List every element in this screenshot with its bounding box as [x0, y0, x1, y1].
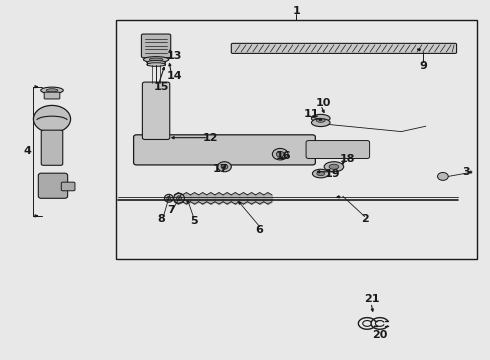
- FancyBboxPatch shape: [143, 82, 170, 139]
- Text: 2: 2: [361, 215, 368, 224]
- Text: 4: 4: [24, 146, 31, 156]
- FancyBboxPatch shape: [231, 43, 457, 53]
- Ellipse shape: [173, 193, 184, 203]
- Text: 6: 6: [256, 225, 264, 235]
- Text: 14: 14: [166, 71, 182, 81]
- Text: 18: 18: [340, 154, 355, 164]
- Ellipse shape: [176, 196, 181, 201]
- Circle shape: [33, 105, 71, 133]
- Bar: [116, 21, 477, 259]
- Ellipse shape: [313, 169, 329, 178]
- Ellipse shape: [317, 171, 325, 176]
- Ellipse shape: [149, 58, 163, 61]
- Ellipse shape: [144, 57, 169, 62]
- Ellipse shape: [329, 164, 339, 169]
- FancyBboxPatch shape: [142, 34, 171, 58]
- Ellipse shape: [312, 114, 330, 122]
- Ellipse shape: [164, 194, 173, 202]
- Text: 11: 11: [303, 109, 318, 119]
- Text: 9: 9: [419, 61, 427, 71]
- Ellipse shape: [324, 162, 343, 172]
- Circle shape: [276, 151, 284, 157]
- Circle shape: [438, 172, 448, 180]
- Text: 17: 17: [213, 164, 228, 174]
- Text: 7: 7: [167, 206, 174, 216]
- FancyBboxPatch shape: [38, 173, 68, 198]
- Text: 19: 19: [325, 168, 341, 179]
- Ellipse shape: [41, 87, 63, 94]
- Text: 15: 15: [153, 82, 169, 92]
- Circle shape: [272, 148, 288, 160]
- FancyBboxPatch shape: [61, 182, 75, 191]
- Circle shape: [218, 162, 231, 172]
- Circle shape: [221, 164, 228, 169]
- Ellipse shape: [46, 89, 58, 92]
- Ellipse shape: [147, 63, 165, 66]
- Ellipse shape: [147, 60, 165, 64]
- Ellipse shape: [317, 119, 325, 122]
- Text: 10: 10: [316, 98, 331, 108]
- Text: 3: 3: [462, 167, 469, 177]
- Text: 8: 8: [157, 215, 165, 224]
- Text: 21: 21: [364, 294, 380, 304]
- Text: 13: 13: [167, 51, 182, 61]
- Text: 12: 12: [203, 133, 219, 143]
- Ellipse shape: [167, 197, 171, 200]
- FancyBboxPatch shape: [134, 135, 316, 165]
- FancyBboxPatch shape: [41, 130, 63, 165]
- Text: 1: 1: [293, 6, 300, 16]
- FancyBboxPatch shape: [306, 140, 369, 158]
- Text: 16: 16: [275, 150, 291, 161]
- Text: 20: 20: [372, 330, 387, 340]
- Ellipse shape: [312, 119, 330, 127]
- Text: 5: 5: [190, 216, 197, 226]
- FancyBboxPatch shape: [44, 92, 60, 99]
